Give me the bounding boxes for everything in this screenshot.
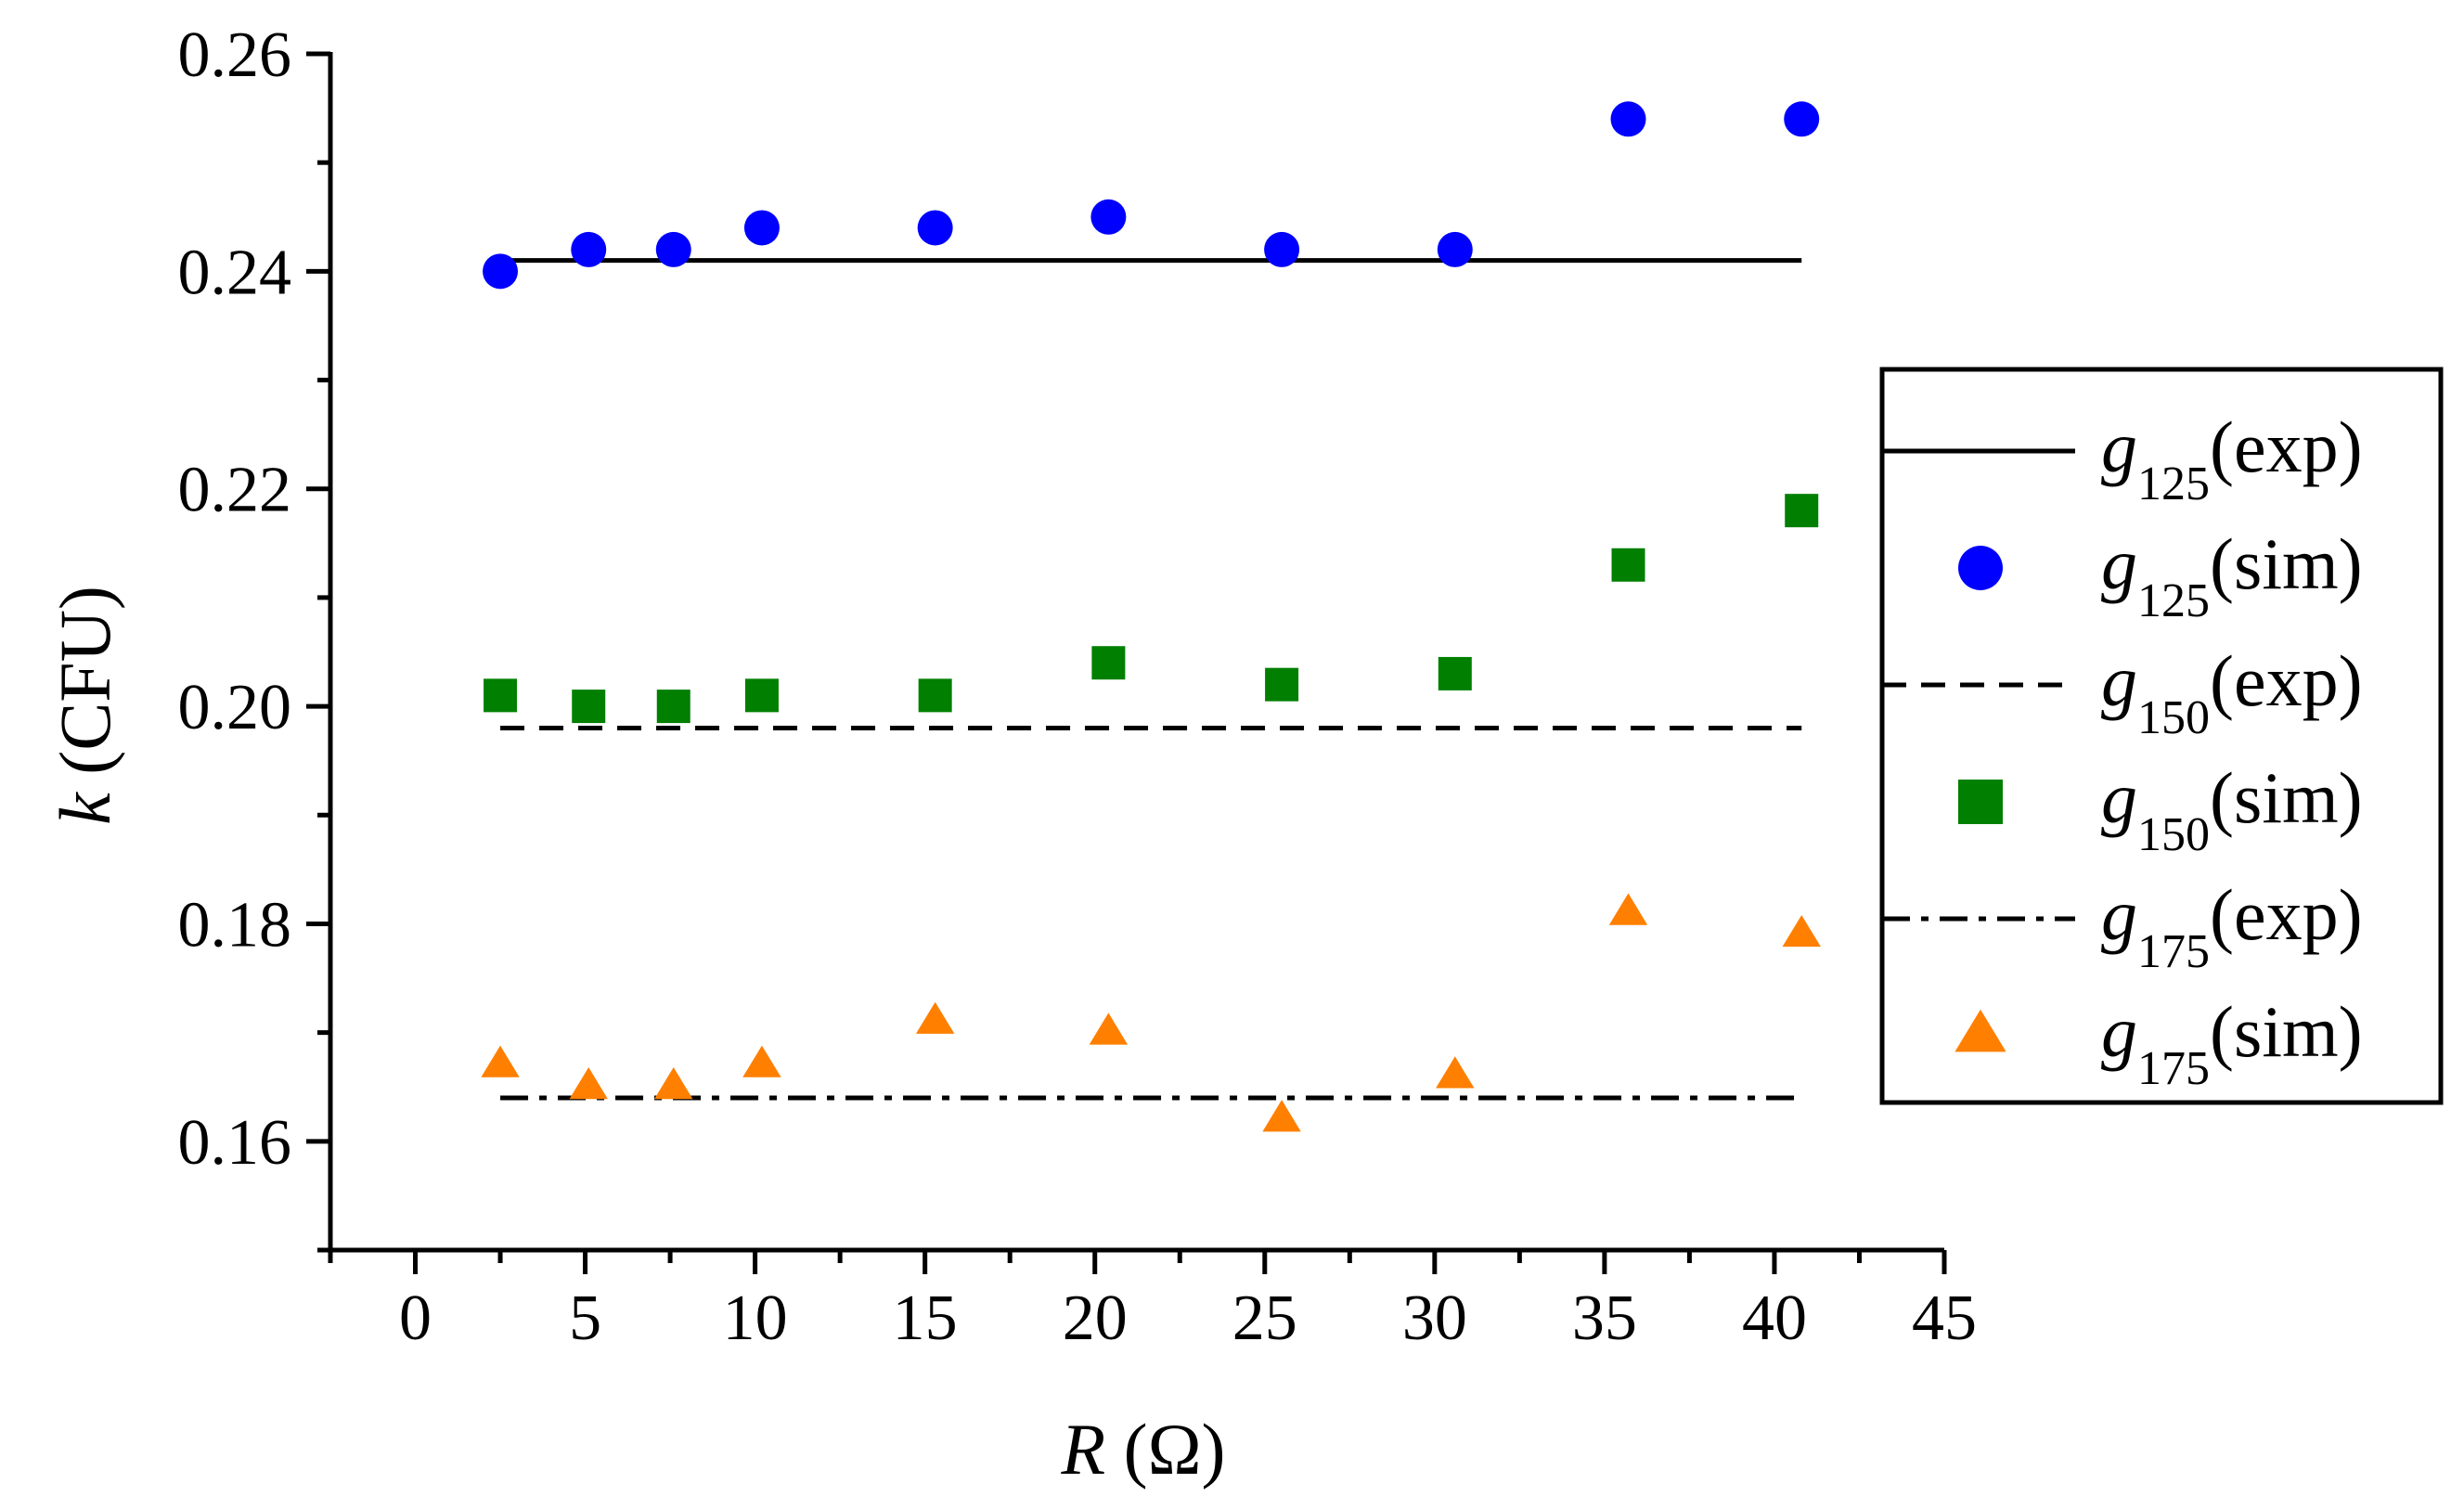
x-tick-label: 15 [893,1283,958,1354]
g175-sim-point [1262,1100,1301,1132]
g175-sim-point [1089,1012,1129,1045]
legend-entry-g150-exp: g150(exp) [1882,640,2363,744]
x-axis-variable: R [1060,1409,1105,1490]
g150-sim-point [1091,646,1126,680]
y-tick-label: 0.24 [178,237,292,308]
legend-entry-g150-sim: g150(sim) [1958,757,2363,861]
legend-label: g125(exp) [2101,406,2363,510]
y-axis-unit: (CFU) [45,586,125,793]
g125-sim-point [1264,231,1300,267]
legend-label-suffix: (exp) [2210,874,2363,955]
legend-label: g175(exp) [2101,874,2363,978]
g150-sim-point [1265,667,1299,702]
g150-sim-point [656,690,690,724]
x-tick-label: 0 [399,1283,432,1354]
plot-series [481,101,1821,1132]
legend-label-subscript: 125 [2137,458,2210,510]
g125-sim-point [1610,101,1646,137]
x-axis-unit: (Ω) [1105,1409,1225,1490]
g150-sim-point [744,678,779,713]
legend-label-var: g [2101,640,2137,721]
g150-sim-point [484,678,518,713]
legend-label: g125(sim) [2101,523,2363,627]
g150-sim-point [1785,494,1819,528]
x-tick-label: 5 [569,1283,601,1354]
g125-sim-point [1437,231,1473,267]
g125-sim-point [1090,199,1127,235]
y-tick-label: 0.16 [178,1107,292,1179]
g125-sim-point [483,253,519,290]
g175-sim-point [569,1067,608,1100]
legend-swatch-marker [1954,1009,2006,1052]
legend-label-suffix: (sim) [2210,991,2363,1072]
legend-label-var: g [2101,874,2137,955]
legend-label-suffix: (exp) [2210,406,2363,487]
x-tick-label: 35 [1572,1283,1637,1354]
g125-sim-point [571,231,607,267]
y-tick-label: 0.22 [178,455,292,526]
y-tick-label: 0.18 [178,889,292,961]
g175-sim-point [742,1045,781,1077]
x-tick-label: 30 [1402,1283,1467,1354]
legend-label-subscript: 175 [2137,1042,2210,1095]
g175-sim-point [1436,1056,1475,1089]
x-tick-label: 45 [1912,1283,1977,1354]
legend-box [1879,367,2444,1105]
y-axis-variable: k [45,792,125,825]
y-tick-label: 0.26 [178,19,292,91]
legend-label-suffix: (sim) [2210,757,2363,838]
axes: 0.16 0.18 0.20 0.22 0.24 0.26 0 5 10 15 20 25 30 35 40… [178,19,1978,1354]
g175-sim-point [1608,893,1648,925]
g150-sim-point [572,690,606,724]
g175-sim-point [481,1045,520,1077]
legend-label: g175(sim) [2101,991,2363,1095]
x-tick-label: 10 [723,1283,788,1354]
g125-sim-point [917,210,953,246]
legend-entry-g175-exp: g175(exp) [1882,874,2363,978]
g150-sim-point [1438,656,1472,690]
legend-label-suffix: (exp) [2210,640,2363,721]
g150-sim-point [1611,548,1645,582]
legend-entry-g125-exp: g125(exp) [1882,406,2363,510]
legend-label-subscript: 175 [2137,925,2210,978]
legend-label-var: g [2101,757,2137,838]
y-axis-title: k (CFU) [45,586,125,825]
g150-sim-point [918,678,952,713]
x-axis-title: R (Ω) [1060,1409,1225,1490]
g125-sim-point [743,210,780,246]
g175-sim-point [654,1067,693,1100]
g175-sim-point [915,1001,955,1034]
g125-sim-point [1784,101,1820,137]
g175-sim-point [1782,914,1821,948]
legend-label-subscript: 150 [2137,691,2210,744]
legend-label: g150(exp) [2101,640,2363,744]
legend-label: g150(sim) [2101,757,2363,861]
legend-label-subscript: 125 [2137,574,2210,627]
legend-swatch-marker [1958,546,2003,590]
legend-entry-g125-sim: g125(sim) [1958,523,2363,627]
legend-swatch-marker [1958,780,2003,824]
legend-label-subscript: 150 [2137,808,2210,861]
x-tick-label: 25 [1232,1283,1297,1354]
x-tick-label: 20 [1063,1283,1128,1354]
legend-label-var: g [2101,406,2137,487]
y-tick-label: 0.20 [178,672,292,743]
legend: g125(exp)g125(sim)g150(exp)g150(sim)g175… [1879,367,2444,1105]
g125-sim-point [655,231,691,267]
legend-label-suffix: (sim) [2210,523,2363,604]
legend-entry-g175-sim: g175(sim) [1954,991,2363,1095]
legend-label-var: g [2101,523,2137,604]
legend-label-var: g [2101,991,2137,1072]
axis-titles: R (Ω) k (CFU) [45,586,1226,1490]
x-tick-label: 40 [1742,1283,1807,1354]
